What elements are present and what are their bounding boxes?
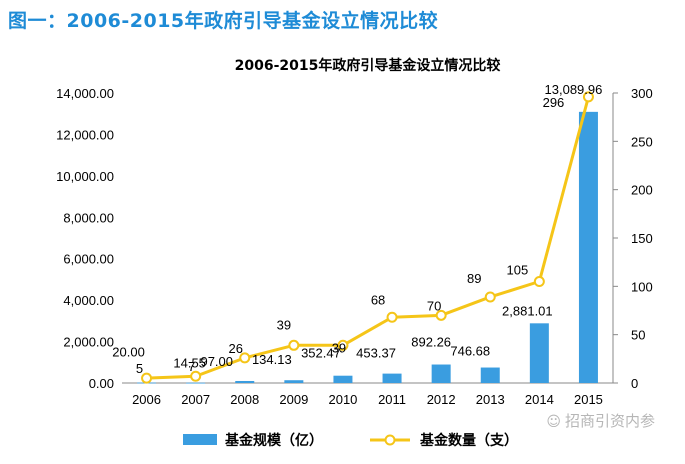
watermark-text: 招商引资内参	[564, 412, 655, 430]
line-value-label: 89	[467, 271, 481, 286]
line-value-label: 70	[427, 298, 441, 313]
y-left-tick-label: 14,000.00	[56, 86, 114, 101]
line-value-label: 7	[188, 359, 195, 374]
y-left-tick-label: 8,000.00	[63, 210, 114, 225]
watermark: ☺ 招商引资内参	[546, 410, 655, 431]
y-right-tick-label: 250	[631, 134, 653, 149]
count-marker	[239, 352, 251, 364]
bar-value-label: 352.47	[301, 346, 341, 361]
count-marker	[337, 339, 349, 351]
x-tick-label: 2010	[328, 392, 357, 407]
legend-line-label: 基金数量（支）	[420, 432, 518, 449]
bar-value-label: 14.55	[173, 356, 206, 371]
count-marker	[435, 309, 447, 321]
line-value-label: 39	[332, 340, 346, 355]
bar	[578, 111, 598, 383]
y-left-tick-label: 6,000.00	[63, 252, 114, 267]
bar-value-label: 20.00	[112, 345, 145, 360]
bar-value-label: 453.37	[356, 346, 396, 361]
x-tick-label: 2013	[476, 392, 505, 407]
y-right-tick-label: 200	[631, 183, 653, 198]
line-value-label: 5	[136, 361, 143, 376]
count-marker	[141, 372, 153, 384]
y-left-tick-label: 4,000.00	[63, 293, 114, 308]
y-left-tick-label: 10,000.00	[56, 169, 114, 184]
x-tick-label: 2011	[378, 392, 406, 407]
line-value-label: 26	[229, 341, 243, 356]
line-value-label: 105	[506, 263, 528, 278]
bar	[186, 382, 206, 384]
bar	[333, 375, 353, 383]
y-right-tick-label: 100	[631, 279, 653, 294]
y-left-tick-label: 2,000.00	[63, 335, 114, 350]
x-tick-label: 2015	[574, 392, 603, 407]
x-tick-label: 2006	[132, 392, 161, 407]
figure-header: 图一：2006-2015年政府引导基金设立情况比较	[8, 10, 439, 32]
y-left-tick-label: 12,000.00	[56, 127, 114, 142]
bar	[382, 373, 402, 383]
y-left-tick-label: 0.00	[89, 376, 114, 391]
count-marker	[484, 291, 496, 303]
x-tick-label: 2014	[525, 392, 554, 407]
count-marker	[386, 311, 398, 323]
x-tick-label: 2007	[181, 392, 210, 407]
bar-value-label: 97.00	[200, 354, 233, 369]
count-marker	[288, 339, 300, 351]
count-marker	[533, 276, 545, 287]
bar	[529, 323, 549, 383]
bar	[235, 380, 255, 383]
y-right-tick-label: 50	[631, 328, 645, 343]
y-right-tick-label: 0	[631, 376, 638, 391]
bar	[431, 364, 451, 383]
bar	[480, 367, 500, 383]
line-value-label: 296	[543, 95, 565, 110]
bar-value-label: 134.13	[252, 352, 292, 367]
bar-value-label: 2,881.01	[502, 303, 553, 318]
line-value-label: 68	[371, 292, 385, 307]
x-tick-label: 2008	[230, 392, 259, 407]
legend-line-marker	[384, 434, 396, 446]
bar-value-label: 13,089.96	[545, 82, 603, 97]
count-line	[146, 96, 590, 380]
bar-value-label: 892.26	[411, 335, 451, 350]
chart-title: 2006-2015年政府引导基金设立情况比较	[235, 57, 501, 74]
legend-bar-label: 基金规模（亿）	[225, 432, 323, 449]
wechat-icon: ☺	[546, 414, 561, 430]
bar	[284, 380, 304, 383]
legend-bar-swatch	[183, 434, 217, 445]
count-marker	[582, 91, 594, 103]
x-tick-label: 2012	[427, 392, 456, 407]
count-marker	[190, 370, 202, 382]
y-right-tick-label: 150	[631, 231, 653, 246]
x-tick-label: 2009	[279, 392, 308, 407]
bar-value-label: 746.68	[450, 344, 490, 359]
line-value-label: 39	[277, 317, 291, 332]
y-right-tick-label: 300	[631, 86, 653, 101]
